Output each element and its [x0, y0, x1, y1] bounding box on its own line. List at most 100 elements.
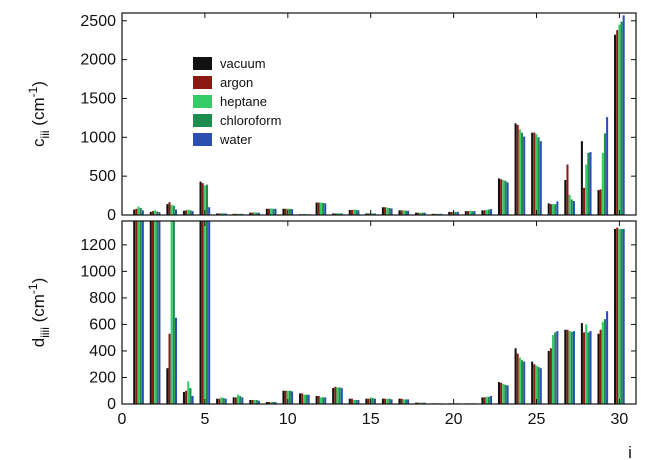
- bar-bottom-vacuum-23: [497, 382, 501, 404]
- bar-bottom-water-4: [191, 396, 194, 404]
- bar-top-chloroform-15: [371, 213, 374, 215]
- bar-bottom-vacuum-2: [149, 221, 152, 404]
- legend-swatch-argon: [193, 76, 212, 89]
- bar-top-argon-17: [400, 210, 403, 215]
- bar-bottom-chloroform-29: [603, 319, 606, 404]
- bar-bottom-water-12: [324, 397, 327, 404]
- bar-top-argon-27: [566, 164, 569, 215]
- bar-bottom-vacuum-6: [216, 398, 219, 404]
- bar-top-vacuum-8: [249, 212, 252, 215]
- bar-top-argon-18: [417, 212, 420, 215]
- ytick-label-top-2000: 2000: [80, 52, 116, 69]
- bar-top-heptane-5: [203, 185, 206, 215]
- bar-top-argon-2: [151, 211, 154, 215]
- bar-bottom-argon-22: [483, 397, 486, 404]
- bar-bottom-chloroform-26: [554, 332, 557, 404]
- bar-top-water-6: [224, 213, 227, 215]
- bar-bottom-chloroform-9: [272, 402, 275, 404]
- ylabel-bottom: diiii (cm-1): [26, 278, 52, 348]
- bar-bottom-argon-10: [284, 390, 287, 404]
- bar-bottom-chloroform-7: [239, 396, 242, 404]
- ylabel-sub-top: iii: [38, 130, 52, 138]
- bar-bottom-heptane-3: [170, 221, 173, 404]
- bar-bottom-vacuum-10: [282, 390, 285, 404]
- bar-bottom-water-8: [257, 400, 260, 404]
- bar-bottom-chloroform-24: [521, 360, 524, 404]
- bar-bottom-argon-1: [135, 221, 138, 404]
- ytick-label-bottom-800: 800: [89, 290, 116, 307]
- bar-top-vacuum-5: [199, 181, 202, 215]
- plot-frame-bottom: [121, 220, 637, 405]
- bar-top-heptane-22: [485, 209, 488, 215]
- bar-top-heptane-29: [601, 152, 604, 215]
- bar-bottom-water-9: [274, 402, 277, 404]
- bar-top-heptane-30: [618, 24, 621, 216]
- bar-top-water-28: [589, 152, 592, 215]
- bar-bottom-vacuum-13: [332, 388, 335, 404]
- bar-top-vacuum-16: [381, 207, 384, 215]
- bar-bottom-chloroform-18: [421, 402, 424, 404]
- bar-top-chloroform-25: [537, 137, 540, 215]
- bar-bottom-vacuum-16: [381, 398, 384, 404]
- bar-bottom-heptane-6: [220, 397, 223, 404]
- bar-bottom-heptane-8: [253, 400, 256, 404]
- xlabel-bottom: i: [628, 443, 632, 460]
- panel-bottom: 0 200 400 600 800 1000 1200 0 5 10 15 20 25 30 diiii (…: [26, 220, 637, 460]
- bar-top-chloroform-16: [388, 208, 391, 215]
- bar-top-heptane-16: [386, 207, 389, 215]
- bar-bottom-argon-4: [185, 390, 188, 404]
- bar-bottom-water-11: [307, 394, 310, 404]
- bar-top-heptane-23: [502, 180, 505, 215]
- bar-bottom-heptane-16: [386, 398, 389, 404]
- ytick-label-bottom-1200: 1200: [80, 237, 116, 254]
- xtick-label-bottom-0: 0: [118, 411, 127, 428]
- bar-top-water-18: [423, 212, 426, 215]
- legend-label-water: water: [219, 132, 252, 147]
- bar-top-heptane-25: [535, 134, 538, 215]
- ylabel-top: ciii (cm-1): [26, 81, 52, 147]
- bar-bottom-argon-11: [301, 393, 304, 404]
- bar-top-argon-15: [367, 213, 370, 215]
- bar-top-water-13: [340, 213, 343, 215]
- bar-bottom-chloroform-1: [139, 221, 142, 404]
- bar-top-vacuum-26: [547, 203, 550, 215]
- bar-top-water-14: [357, 210, 360, 215]
- bar-bottom-heptane-13: [336, 387, 339, 404]
- bar-top-argon-12: [317, 202, 320, 215]
- bar-bottom-water-17: [407, 399, 410, 404]
- bar-top-water-15: [373, 213, 376, 215]
- bar-bottom-chloroform-10: [288, 390, 291, 404]
- bar-top-heptane-17: [402, 210, 405, 215]
- bar-bottom-heptane-30: [618, 228, 621, 404]
- bar-top-heptane-21: [469, 210, 472, 215]
- bar-bottom-argon-7: [234, 397, 237, 404]
- bar-top-argon-24: [516, 124, 519, 215]
- bar-bottom-chloroform-15: [371, 398, 374, 404]
- bar-top-vacuum-9: [265, 208, 268, 215]
- bar-bottom-chloroform-6: [222, 398, 225, 404]
- bar-top-vacuum-13: [332, 213, 335, 215]
- bar-bottom-water-2: [158, 221, 161, 404]
- bar-top-vacuum-14: [348, 209, 351, 215]
- bar-top-heptane-14: [353, 209, 356, 215]
- bar-bottom-water-25: [539, 368, 542, 404]
- bar-bottom-chloroform-28: [587, 332, 590, 404]
- bar-bottom-chloroform-11: [305, 394, 308, 404]
- xtick-label-bottom-20: 20: [445, 411, 463, 428]
- bar-top-chloroform-30: [620, 21, 623, 215]
- bar-top-water-22: [490, 209, 493, 215]
- bar-bottom-argon-28: [583, 332, 586, 404]
- bar-top-argon-4: [185, 210, 188, 215]
- bar-bottom-water-16: [390, 399, 393, 404]
- bar-top-heptane-12: [319, 202, 322, 215]
- bar-top-heptane-2: [154, 210, 157, 215]
- bar-bottom-heptane-24: [518, 357, 521, 404]
- bar-top-vacuum-29: [597, 190, 600, 215]
- bar-top-vacuum-24: [514, 123, 517, 215]
- bar-top-heptane-13: [336, 213, 339, 215]
- bar-top-argon-25: [533, 132, 536, 215]
- bar-bottom-vacuum-3: [166, 368, 169, 404]
- xtick-label-bottom-15: 15: [362, 411, 380, 428]
- bar-top-heptane-27: [568, 194, 571, 215]
- bar-top-vacuum-27: [564, 180, 567, 215]
